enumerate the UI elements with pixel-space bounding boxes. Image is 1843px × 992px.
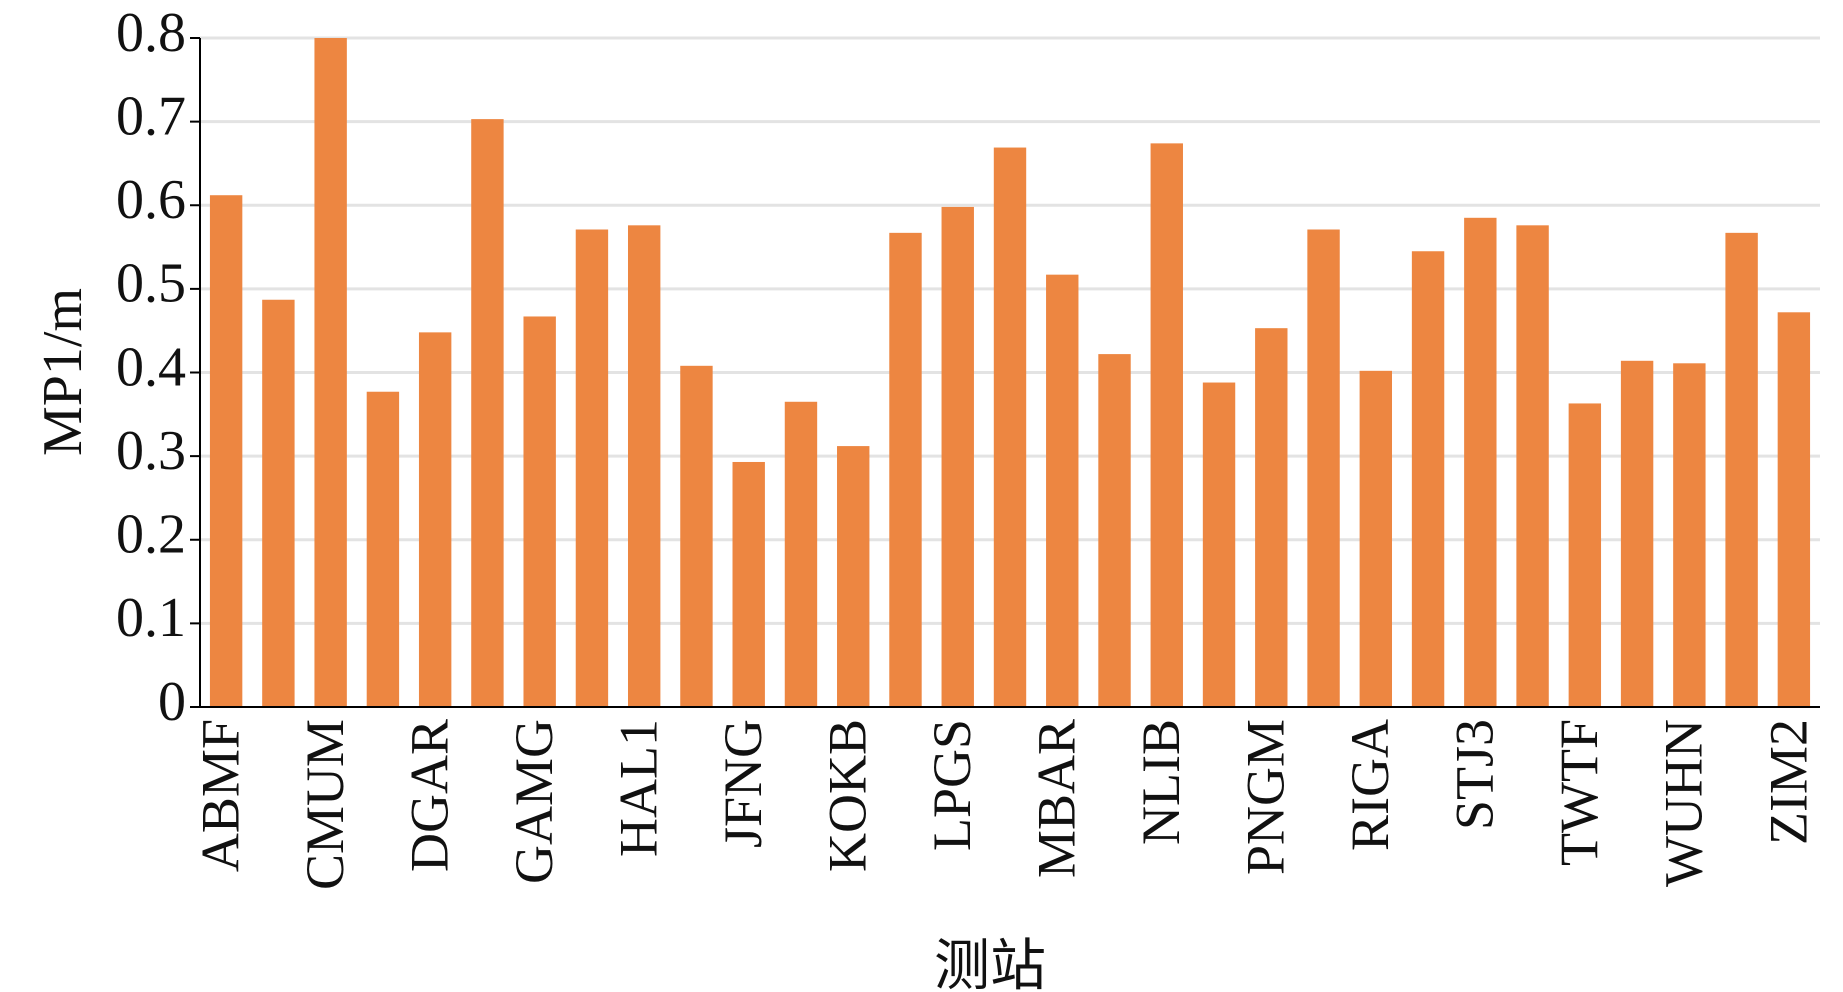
bar xyxy=(418,332,452,707)
bar xyxy=(1777,312,1811,707)
bar xyxy=(1673,363,1706,707)
bar xyxy=(1411,251,1445,707)
y-tick-label: 0.5 xyxy=(116,253,186,315)
bar xyxy=(993,147,1027,707)
bar xyxy=(1620,360,1654,707)
x-tick-label: PNGM xyxy=(1236,719,1296,875)
y-tick-label: 0.3 xyxy=(116,420,186,482)
x-tick-label: GAMG xyxy=(504,719,564,884)
bar xyxy=(837,446,870,707)
x-axis-title: 测站 xyxy=(934,936,1046,992)
bar xyxy=(1150,143,1183,707)
x-tick-label: WUHN xyxy=(1654,719,1714,887)
y-tick-label: 0.4 xyxy=(116,336,186,398)
x-tick-label: NLIB xyxy=(1131,719,1191,845)
y-axis-title: MP1/m xyxy=(32,288,94,456)
x-tick-label: KOKB xyxy=(818,719,878,872)
bar xyxy=(1359,370,1393,707)
bar xyxy=(941,206,974,708)
bar xyxy=(1725,232,1758,707)
x-tick-label: MBAR xyxy=(1027,719,1087,878)
bar xyxy=(1202,382,1236,707)
y-tick-label: 0.6 xyxy=(116,169,186,231)
x-tick-label: LPGS xyxy=(922,719,982,851)
bar xyxy=(889,232,922,707)
y-tick-label: 0.8 xyxy=(116,2,186,64)
bar xyxy=(784,401,818,707)
x-tick-label: JFNG xyxy=(713,719,773,848)
x-tick-label: ZIM2 xyxy=(1758,719,1818,845)
bar xyxy=(366,391,400,707)
bar xyxy=(1098,354,1131,707)
y-tick-label: 0.7 xyxy=(116,85,186,147)
bar xyxy=(209,195,243,707)
bar xyxy=(732,461,765,707)
bar xyxy=(471,119,504,707)
y-tick-label: 0.2 xyxy=(116,504,186,566)
x-tick-label: ABMF xyxy=(191,719,251,872)
bar xyxy=(1464,217,1497,707)
bar xyxy=(1046,274,1079,707)
x-tick-label: RIGA xyxy=(1340,719,1400,851)
y-tick-label: 0.1 xyxy=(116,587,186,649)
bar xyxy=(314,38,347,707)
x-tick-label: DGAR xyxy=(400,719,460,872)
bar xyxy=(627,225,661,707)
bar xyxy=(575,229,609,707)
x-tick-label: CMUM xyxy=(295,719,355,890)
bar xyxy=(523,316,556,707)
bar xyxy=(1255,328,1288,707)
y-tick-label: 0 xyxy=(158,671,186,733)
bar xyxy=(1307,229,1340,707)
bar xyxy=(1568,403,1602,707)
bar xyxy=(680,365,713,707)
x-tick-label: STJ3 xyxy=(1445,719,1505,830)
x-tick-label: HAL1 xyxy=(609,719,669,857)
bar xyxy=(1516,225,1549,707)
x-tick-label: TWTF xyxy=(1549,719,1609,866)
bar xyxy=(262,299,295,707)
